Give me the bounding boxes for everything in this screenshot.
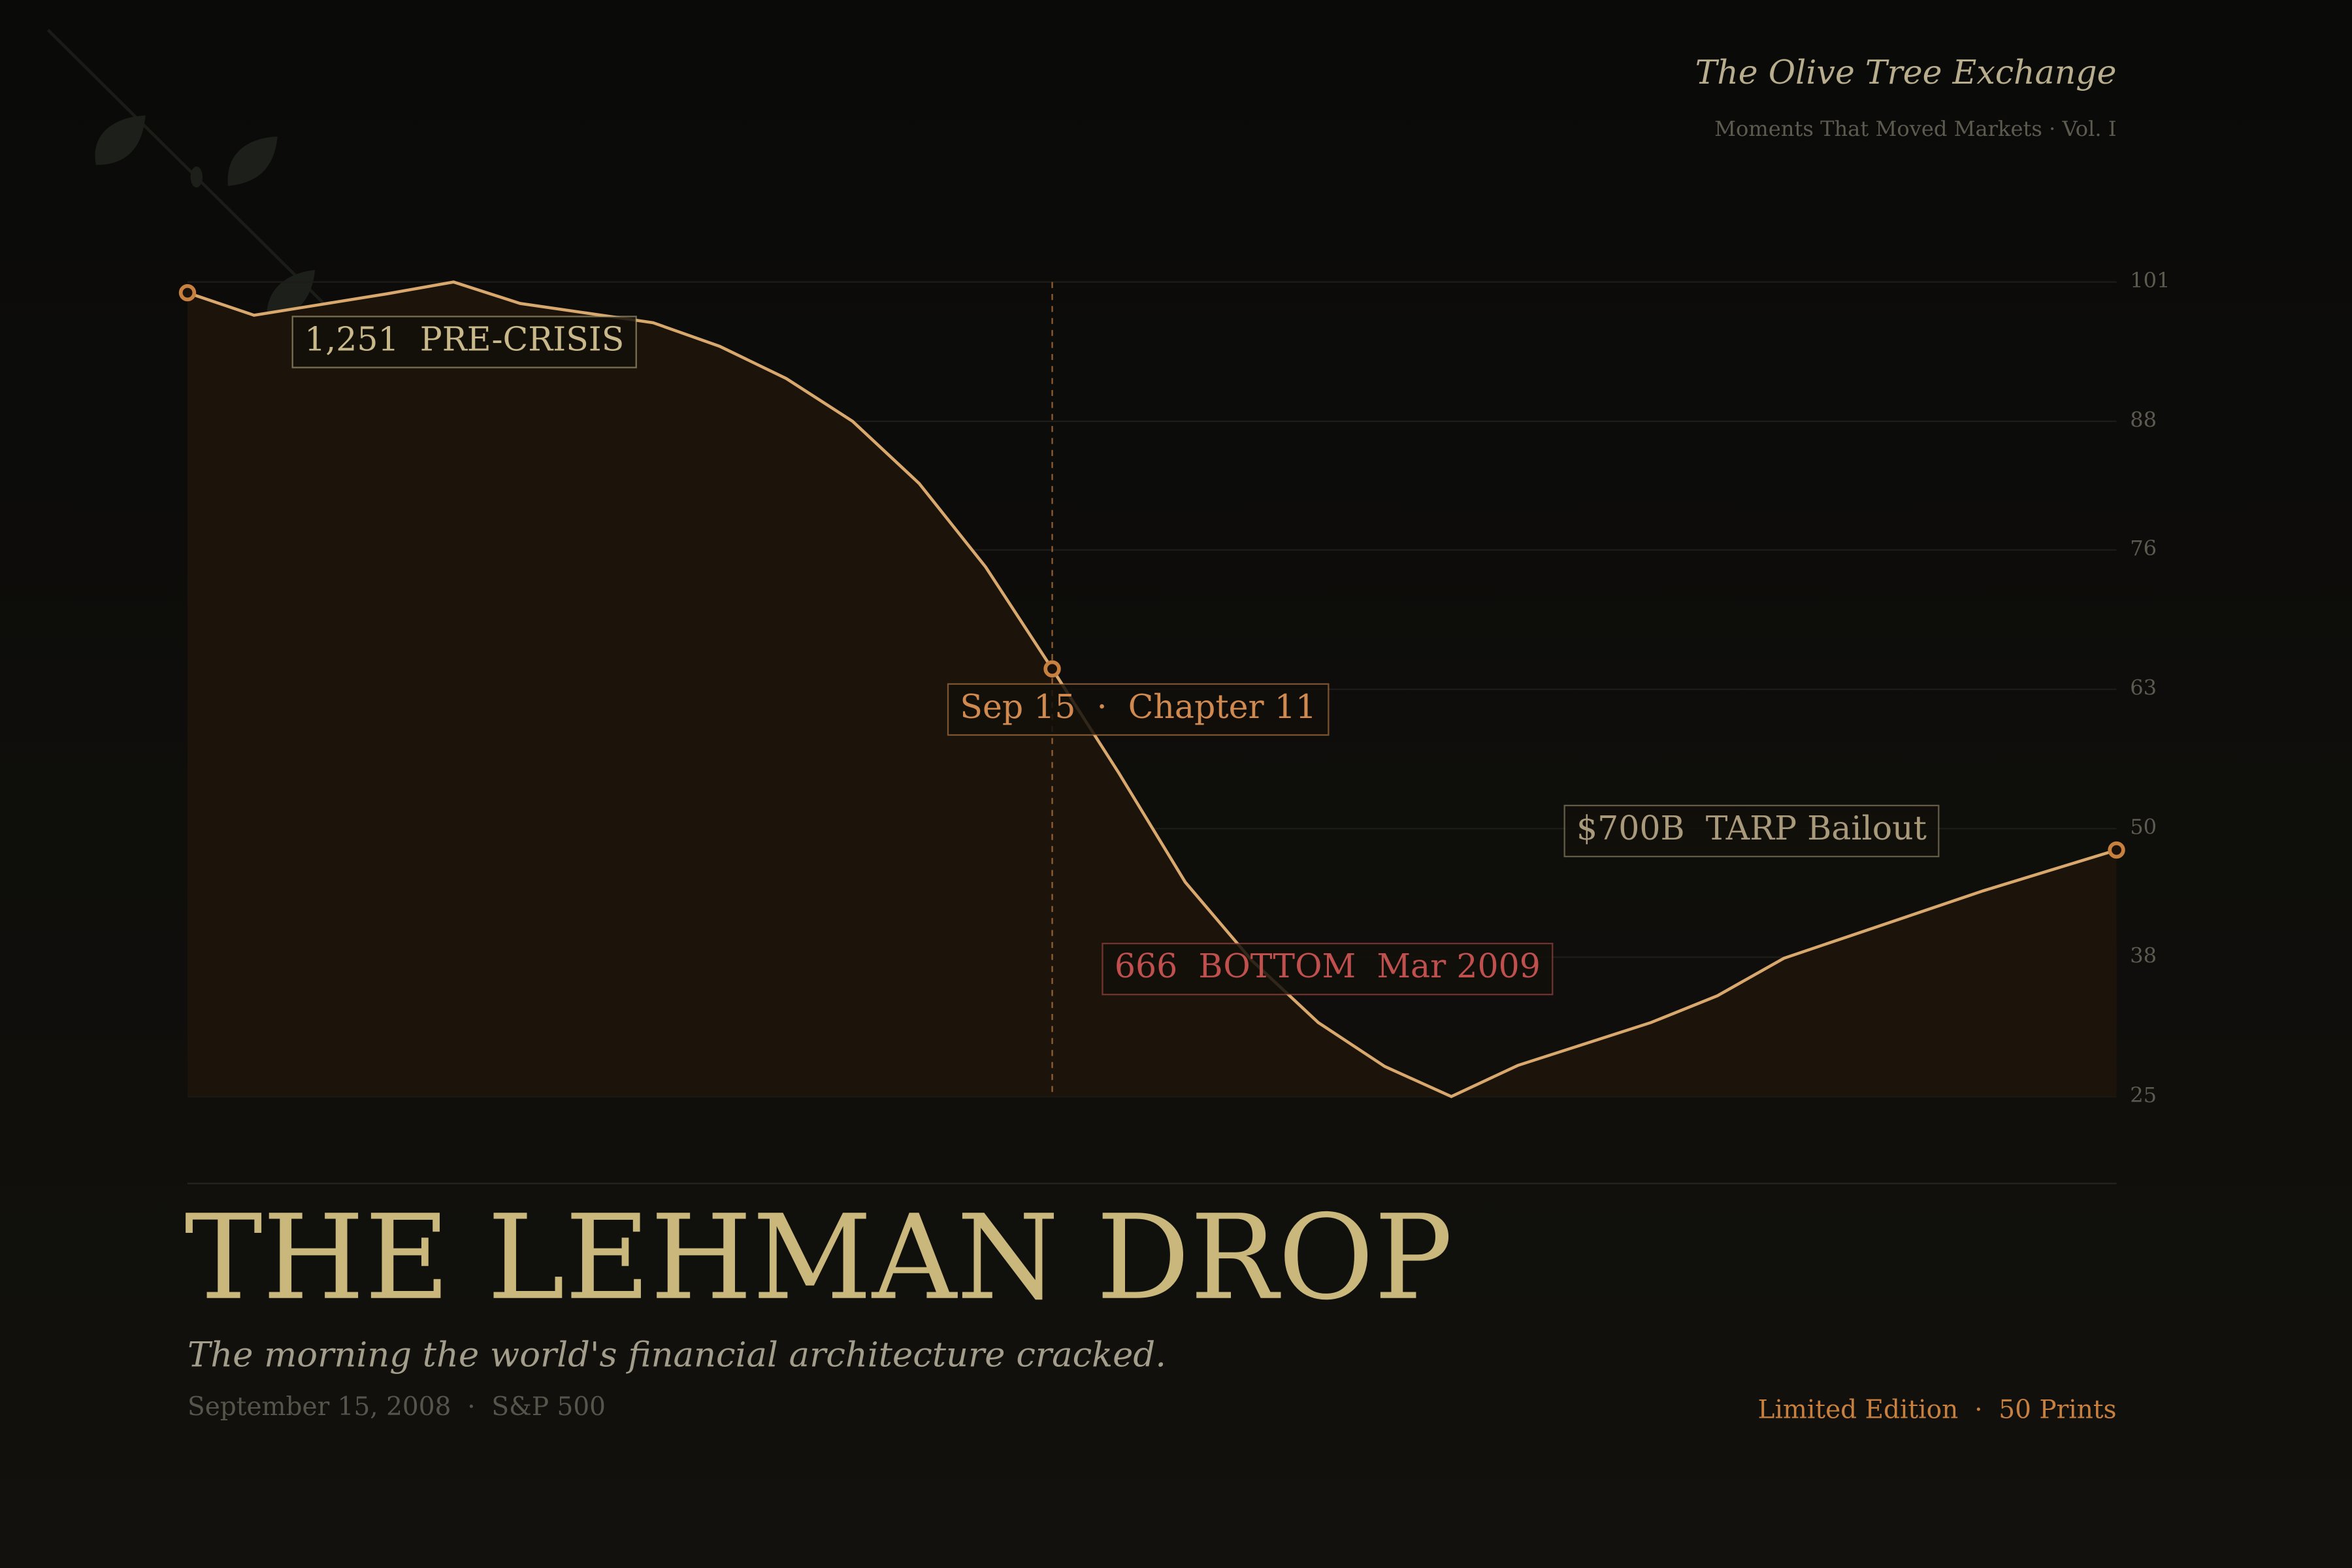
y-tick-label: 25: [2130, 1083, 2157, 1107]
annotation: Sep 15 · Chapter 11: [960, 687, 1316, 726]
subtitle: The morning the world's financial archit…: [188, 1335, 1166, 1375]
caption: September 15, 2008 · S&P 500: [188, 1392, 606, 1422]
y-tick-label: 101: [2130, 268, 2170, 293]
title: THE LEHMAN DROP: [184, 1190, 1452, 1326]
annotation-box: [947, 683, 1330, 736]
y-tick-label: 76: [2130, 536, 2157, 561]
marker: [178, 284, 197, 302]
edition: Limited Edition · 50 Prints: [1758, 1395, 2117, 1424]
area: [187, 282, 2117, 1097]
annotation-box: [291, 316, 637, 368]
y-tick-label: 63: [2130, 675, 2157, 700]
y-tick-label: 88: [2130, 407, 2157, 432]
y-tick-label: 38: [2130, 943, 2157, 968]
annotation: $700B TARP Bailout: [1576, 809, 1927, 847]
annotation: 666 BOTTOM Mar 2009: [1115, 947, 1541, 985]
annotation-box: [1102, 942, 1554, 996]
line: [187, 280, 2117, 1098]
annotation-box: [1563, 804, 1940, 858]
series-label: Moments That Moved Markets · Vol. I: [1714, 116, 2116, 141]
plot: 25 38 50 63 76 88 101 1,251 PRE-CRISIS Sep 15 · …: [178, 268, 2170, 1107]
y-tick-label: 50: [2130, 815, 2157, 840]
annotation: 1,251 PRE-CRISIS: [304, 319, 624, 358]
marker: [1043, 660, 1061, 678]
brand: The Olive Tree Exchange: [1695, 53, 2117, 91]
marker: [2108, 841, 2125, 859]
